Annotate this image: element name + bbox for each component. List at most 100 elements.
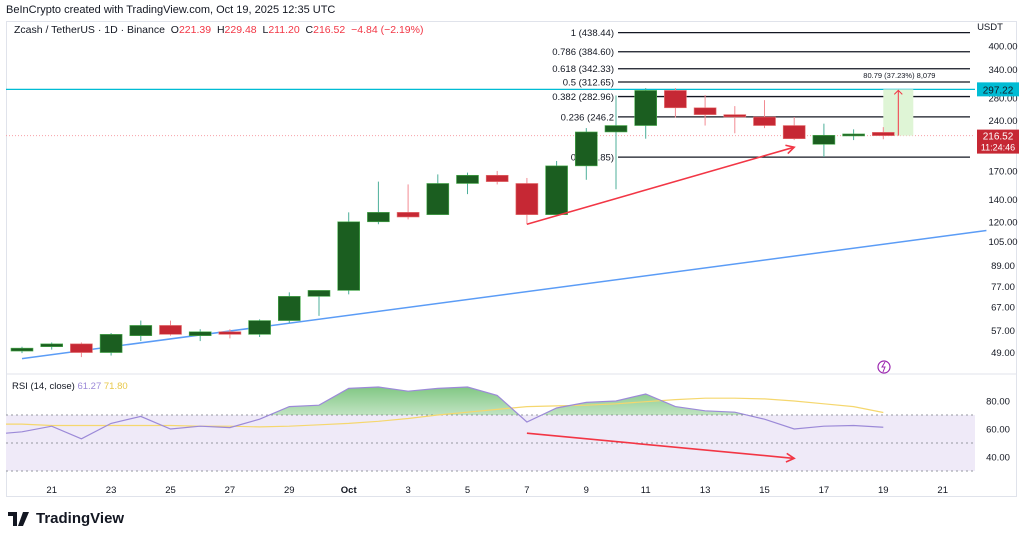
- candle-sep-20: [10, 346, 34, 354]
- candle-oct-4: [426, 174, 450, 215]
- symbol-name[interactable]: Zcash / TetherUS · 1D · Binance: [14, 24, 165, 36]
- candle-body: [604, 125, 628, 133]
- candle-body: [753, 116, 776, 126]
- rsi-value: 61.27: [77, 381, 102, 392]
- x-tick-label: 7: [524, 485, 529, 496]
- candle-body: [188, 331, 212, 336]
- candle-oct-18: [842, 129, 865, 141]
- rsi-label[interactable]: RSI (14, close): [12, 381, 75, 392]
- candle-body: [693, 107, 717, 115]
- candle-oct-3: [396, 184, 420, 220]
- rsi-legend: RSI (14, close) 61.27 71.80: [12, 381, 128, 392]
- price-tick-label: 105.00: [988, 237, 1017, 248]
- fib-level-label: 0.236 (246.2: [561, 112, 614, 123]
- candle-oct-5: [456, 172, 479, 195]
- candle-body: [723, 114, 747, 118]
- price-tick-label: 89.00: [991, 261, 1015, 272]
- horizontal-line-price-tag: [977, 82, 1019, 97]
- rsi-ma-value: 71.80: [103, 381, 128, 392]
- fib-level-label: 1 (438.44): [571, 28, 614, 39]
- fib-level-label: 0.786 (384.60): [552, 47, 614, 58]
- candle-body: [159, 325, 182, 335]
- fib-level-label: 0.5 (312.65): [563, 77, 614, 88]
- change-value: −4.84 (−2.19%): [351, 24, 424, 36]
- lightning-icon: [877, 360, 891, 374]
- candle-body: [40, 343, 64, 348]
- candle-sep-25: [159, 320, 182, 336]
- low-value: 211.20: [268, 24, 300, 36]
- candle-body: [218, 331, 242, 335]
- candle-body: [248, 320, 271, 335]
- candle-body: [129, 325, 153, 336]
- last-price-value: 216.52: [983, 132, 1014, 143]
- candle-sep-21: [40, 342, 64, 350]
- candle-sep-26: [188, 329, 212, 342]
- candle-body: [574, 131, 598, 167]
- open-value: 221.39: [178, 24, 212, 36]
- price-tick-label: 140.00: [988, 195, 1017, 206]
- candle-body: [426, 183, 450, 215]
- axis-unit-label: USDT: [977, 22, 1003, 33]
- fib-level-label: 0.618 (342.33): [552, 64, 614, 75]
- tradingview-logo[interactable]: TradingView: [8, 510, 124, 527]
- candle-oct-14: [723, 106, 747, 134]
- x-tick-label: 19: [878, 485, 889, 496]
- rsi-tick-label: 60.00: [986, 425, 1010, 436]
- candle-sep-23: [99, 333, 123, 356]
- x-tick-label: 23: [106, 485, 117, 496]
- credit-text: BeInCrypto created with TradingView.com,…: [6, 4, 336, 16]
- candle-body: [70, 343, 93, 353]
- candle-oct-6: [485, 170, 509, 185]
- candle-body: [456, 174, 479, 184]
- price-tick-label: 57.00: [991, 326, 1015, 337]
- rsi-line: [5, 386, 884, 440]
- candle-body: [782, 125, 806, 139]
- rsi-arrow-head: [785, 452, 796, 463]
- price-tick-label: 340.00: [988, 65, 1017, 76]
- price-arrow: [526, 146, 795, 226]
- x-tick-label: 13: [700, 485, 711, 496]
- x-tick-label: 11: [641, 485, 651, 496]
- candle-body: [842, 133, 865, 137]
- candle-body: [367, 212, 390, 223]
- candle-body: [812, 134, 836, 145]
- candle-oct-9: [574, 128, 598, 180]
- last-price-tag: [977, 129, 1019, 154]
- x-tick-label: 25: [165, 485, 176, 496]
- x-tick-label: 21: [937, 485, 948, 496]
- candle-oct-1: [337, 212, 361, 295]
- candle-body: [99, 334, 123, 353]
- price-tick-label: 49.00: [991, 348, 1015, 359]
- countdown-timer: 11:24:46: [981, 143, 1015, 153]
- candle-oct-19: [871, 127, 895, 140]
- candle-body: [664, 90, 687, 109]
- x-tick-label: 3: [405, 485, 410, 496]
- price-tick-label: 280.00: [988, 94, 1017, 105]
- price-arrow-head: [785, 144, 796, 155]
- candle-body: [485, 174, 509, 182]
- candle-body: [634, 90, 658, 126]
- price-tick-label: 400.00: [988, 42, 1017, 53]
- low-label: L: [262, 24, 269, 36]
- candle-oct-11: [634, 88, 658, 139]
- rsi-ma-line: [6, 397, 884, 428]
- close-label: C: [305, 24, 314, 36]
- x-tick-label: Oct: [341, 485, 358, 496]
- candle-oct-12: [664, 88, 687, 118]
- high-label: H: [216, 24, 225, 36]
- x-tick-label: 17: [819, 485, 830, 496]
- high-value: 229.48: [224, 24, 257, 36]
- candle-oct-16: [782, 116, 806, 141]
- x-tick-label: 9: [584, 485, 589, 496]
- candle-body: [277, 296, 301, 321]
- candle-sep-30: [307, 290, 331, 316]
- measure-label: 80.79 (37.23%) 8,079: [863, 71, 935, 80]
- candle-sep-27: [218, 329, 242, 339]
- candle-oct-17: [812, 123, 836, 158]
- price-tick-label: 77.00: [991, 282, 1015, 293]
- candle-body: [337, 221, 361, 291]
- x-tick-label: 29: [284, 485, 295, 496]
- candle-sep-28: [248, 319, 271, 338]
